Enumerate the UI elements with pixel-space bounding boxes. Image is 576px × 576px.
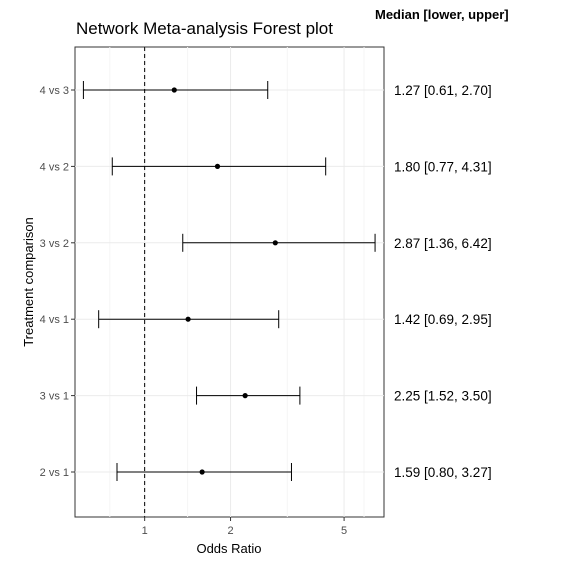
x-axis-label: Odds Ratio bbox=[196, 541, 261, 556]
interval-marks bbox=[82, 81, 376, 481]
y-tick-label: 4 vs 2 bbox=[40, 161, 69, 173]
y-tick-label: 3 vs 2 bbox=[40, 238, 69, 250]
plot-panel bbox=[74, 46, 385, 518]
x-axis-ticks: 1 2 5 bbox=[142, 517, 347, 537]
y-tick-label: 4 vs 1 bbox=[40, 314, 69, 326]
y-tick-label: 2 vs 1 bbox=[40, 467, 69, 479]
estimate-label: 1.42 [0.69, 2.95] bbox=[394, 312, 492, 327]
estimate-label: 1.80 [0.77, 4.31] bbox=[394, 159, 492, 174]
x-tick-label: 2 bbox=[227, 525, 233, 537]
estimate-label: 1.27 [0.61, 2.70] bbox=[394, 83, 492, 98]
estimate-label: 1.59 [0.80, 3.27] bbox=[394, 465, 492, 480]
x-tick-label: 1 bbox=[142, 525, 148, 537]
median-point bbox=[199, 469, 205, 475]
y-axis-label: Treatment comparison bbox=[21, 217, 36, 347]
y-tick-label: 3 vs 1 bbox=[40, 391, 69, 403]
estimate-labels: 1.27 [0.61, 2.70] 1.80 [0.77, 4.31] 2.87 [… bbox=[394, 83, 492, 480]
x-tick-label: 5 bbox=[341, 525, 347, 537]
median-point bbox=[185, 316, 191, 322]
estimate-label: 2.87 [1.36, 6.42] bbox=[394, 236, 492, 251]
y-axis-ticks: 4 vs 3 4 vs 2 3 vs 2 4 vs 1 3 vs 1 2 vs 1 bbox=[40, 85, 75, 479]
median-point bbox=[171, 87, 177, 93]
y-tick-label: 4 vs 3 bbox=[40, 85, 69, 97]
median-point bbox=[242, 393, 248, 399]
estimates-column-header: Median [lower, upper] bbox=[375, 7, 509, 22]
chart-title: Network Meta-analysis Forest plot bbox=[76, 19, 333, 38]
estimate-label: 2.25 [1.52, 3.50] bbox=[394, 389, 492, 404]
median-point bbox=[214, 163, 221, 169]
median-point bbox=[272, 240, 278, 246]
